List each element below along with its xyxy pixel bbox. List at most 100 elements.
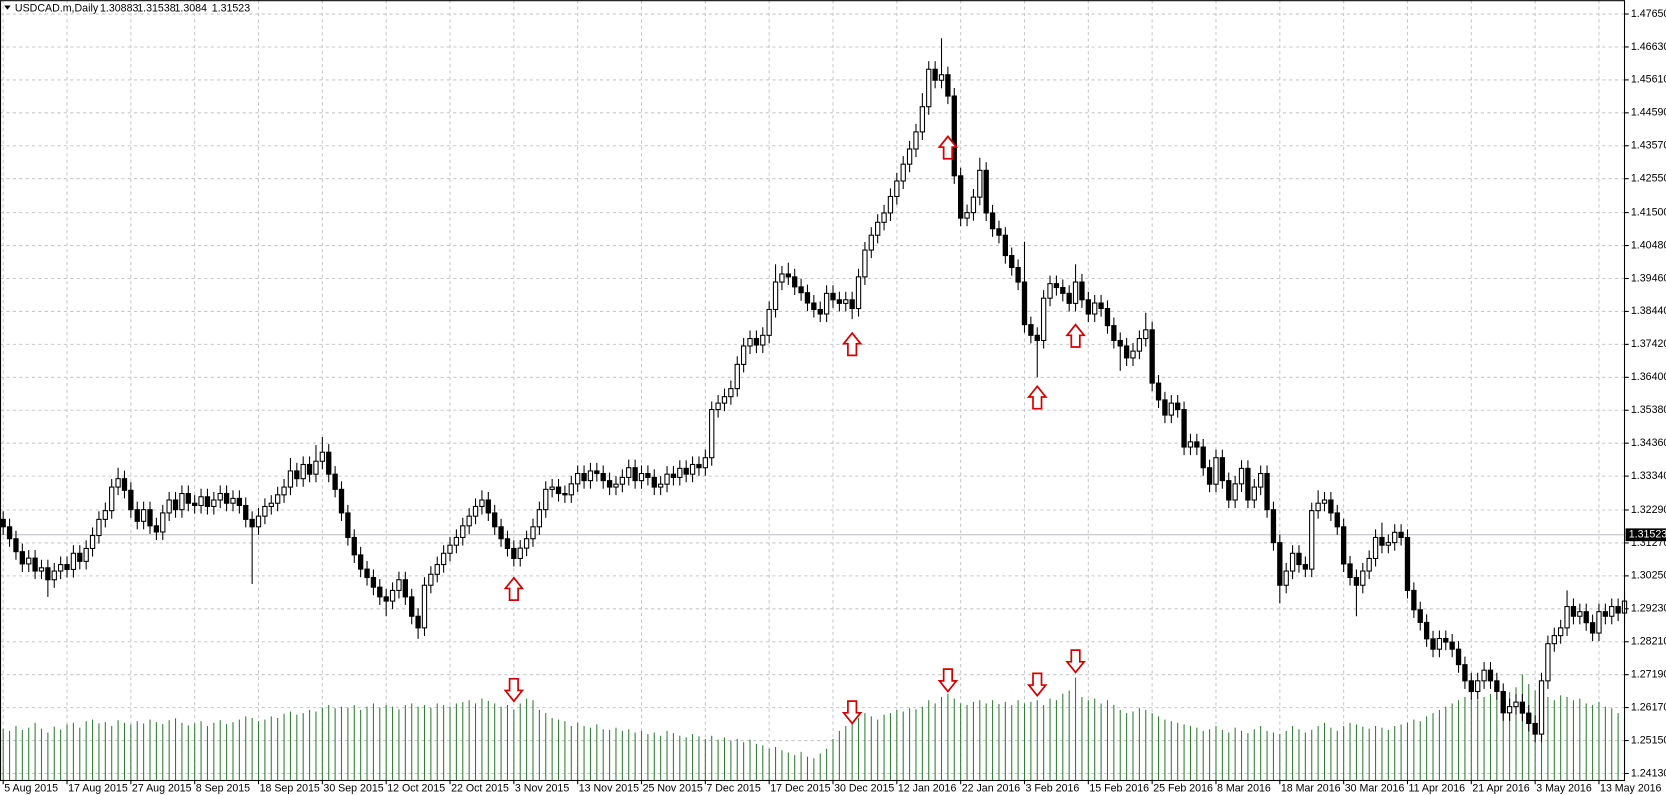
candle-body xyxy=(1392,531,1398,544)
candle-body xyxy=(236,497,243,507)
candle-body xyxy=(313,460,319,475)
candle-body xyxy=(1296,552,1302,566)
candle-body xyxy=(677,467,683,478)
candle-body xyxy=(1379,536,1385,546)
candle-body xyxy=(1143,329,1149,340)
candle-body xyxy=(6,526,13,540)
candle-body xyxy=(549,486,555,490)
candle-body xyxy=(1289,552,1296,572)
candle-body xyxy=(1609,606,1615,617)
candle-body xyxy=(396,579,402,591)
y-tick-label: 1.27190 xyxy=(1631,669,1666,681)
candle-body xyxy=(581,472,587,482)
candle-body xyxy=(1258,472,1264,488)
candle-body xyxy=(1513,701,1519,708)
candle-body xyxy=(632,467,638,482)
candle-body xyxy=(96,518,102,537)
down-arrow xyxy=(1026,672,1048,698)
last-high: 1.31538 xyxy=(137,2,175,14)
candle-body xyxy=(1347,563,1353,579)
price-label: 1.31523 xyxy=(1629,529,1666,541)
candle-body xyxy=(1187,441,1194,448)
y-tick-label: 1.35380 xyxy=(1631,404,1666,416)
candle-body xyxy=(128,489,134,511)
header: USDCAD.m,Daily 1.30883 1.31538 1.3084 1.… xyxy=(4,2,250,14)
candle-body xyxy=(970,196,977,214)
candle-body xyxy=(747,338,753,347)
candle-body xyxy=(377,586,383,598)
candle-body xyxy=(1079,281,1085,301)
candle-body xyxy=(415,615,421,629)
candle-body xyxy=(1315,502,1321,512)
candle-body xyxy=(434,564,440,575)
candle-body xyxy=(402,579,408,598)
x-tick-label: 8 Sep 2015 xyxy=(196,782,250,794)
candle-body xyxy=(1302,564,1309,570)
candle-body xyxy=(1564,606,1570,629)
candle-body xyxy=(1283,570,1289,586)
candle-body xyxy=(1602,611,1609,617)
candle-body xyxy=(511,547,517,559)
candle-body xyxy=(332,473,338,490)
candle-body xyxy=(1194,441,1200,448)
candle-body xyxy=(817,308,823,315)
candle-body xyxy=(1481,669,1487,682)
candle-body xyxy=(115,478,121,488)
candle-body xyxy=(562,493,568,496)
y-tick-label: 1.28210 xyxy=(1631,636,1666,648)
candle-body xyxy=(555,486,562,495)
candle-body xyxy=(958,175,964,219)
x-tick-label: 30 Sep 2015 xyxy=(323,782,383,794)
candle-body xyxy=(1494,680,1500,693)
candle-body xyxy=(230,497,236,504)
candle-body xyxy=(594,470,600,475)
y-tick-label: 1.40480 xyxy=(1631,239,1666,251)
candle-body xyxy=(523,538,530,549)
candle-body xyxy=(485,499,491,514)
candle-body xyxy=(306,463,313,475)
candle-body xyxy=(1372,536,1379,559)
x-tick-label: 3 May 2016 xyxy=(1536,782,1592,794)
candle-body xyxy=(134,509,140,522)
candle-body xyxy=(57,564,64,572)
candle-body xyxy=(740,345,747,365)
candle-body xyxy=(1168,402,1174,416)
candle-body xyxy=(696,463,702,469)
candle-body xyxy=(568,483,574,496)
candle-body xyxy=(613,483,619,488)
x-tick-label: 22 Jan 2016 xyxy=(962,782,1021,794)
x-tick-label: 27 Aug 2015 xyxy=(132,782,192,794)
candle-body xyxy=(0,518,6,528)
candle-body xyxy=(472,505,479,517)
candle-body xyxy=(1213,457,1219,485)
candle-body xyxy=(1270,509,1277,544)
candle-body xyxy=(645,472,651,478)
candle-body xyxy=(1423,621,1430,640)
up-arrow xyxy=(841,331,863,357)
x-tick-label: 12 Jan 2016 xyxy=(898,782,957,794)
candle-body xyxy=(1577,611,1583,617)
candle-body xyxy=(1015,266,1021,283)
y-tick-label: 1.47650 xyxy=(1631,8,1666,20)
up-arrow xyxy=(937,135,959,160)
candle-body xyxy=(1589,622,1596,634)
x-tick-label: 17 Aug 2015 xyxy=(68,782,128,794)
candle-body xyxy=(1117,339,1123,347)
candle-body xyxy=(504,538,511,549)
candle-body xyxy=(670,473,677,478)
candle-body xyxy=(1449,641,1455,650)
candle-body xyxy=(26,557,32,565)
candle-body xyxy=(319,451,326,462)
candle-body xyxy=(1155,382,1162,401)
y-tick-label: 1.41500 xyxy=(1631,206,1666,218)
candle-body xyxy=(753,338,760,346)
candle-body xyxy=(1353,576,1360,586)
candle-body xyxy=(1455,648,1462,666)
candle-body xyxy=(1475,680,1481,693)
y-tick-label: 1.30250 xyxy=(1631,570,1666,582)
x-tick-label: 5 Aug 2015 xyxy=(4,782,58,794)
x-tick-label: 8 Mar 2016 xyxy=(1217,782,1271,794)
candle-body xyxy=(1558,627,1564,637)
candle-body xyxy=(1206,467,1213,485)
candle-body xyxy=(530,526,536,540)
